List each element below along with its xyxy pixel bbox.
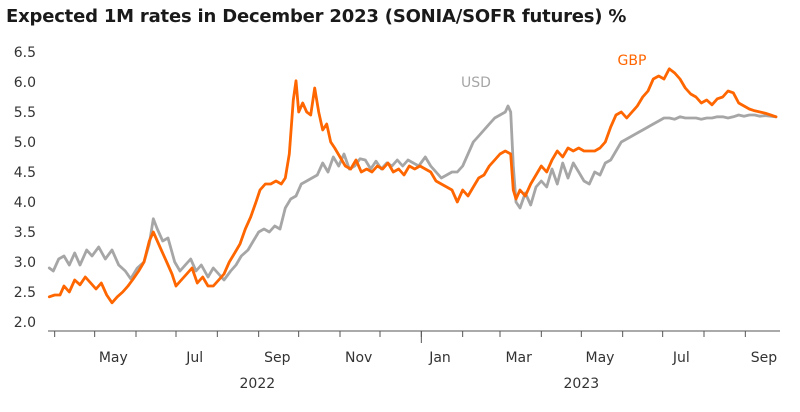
x-tick-label: Sep	[264, 350, 291, 366]
y-tick-label: 6.0	[14, 75, 36, 91]
x-year-label: 2022	[240, 376, 276, 392]
y-tick-label: 5.0	[14, 135, 36, 151]
x-tick-label: Sep	[751, 350, 778, 366]
series-labels: USD GBP	[461, 53, 646, 91]
chart-title: Expected 1M rates in December 2023 (SONI…	[6, 6, 627, 27]
series-line-gbp	[47, 67, 778, 305]
series-label-usd: USD	[461, 75, 491, 91]
y-tick-label: 4.5	[14, 165, 36, 181]
x-tick-label: Mar	[505, 350, 532, 366]
x-tick-label: Jul	[672, 350, 690, 366]
x-tick-label: May	[586, 350, 615, 366]
y-tick-label: 3.0	[14, 255, 36, 271]
x-axis: May Jul Sep Nov Jan Mar May Jul Sep 2022 2023	[48, 330, 780, 392]
y-tick-label: 5.5	[14, 105, 36, 121]
x-tick-label: Nov	[345, 350, 372, 366]
y-tick-label: 6.5	[14, 45, 36, 61]
y-tick-label: 4.0	[14, 195, 36, 211]
x-tick-label: May	[99, 350, 128, 366]
x-tick-label: Jul	[185, 350, 203, 366]
y-axis: 2.0 2.5 3.0 3.5 4.0 4.5 5.0 5.5 6.0 6.5	[14, 45, 36, 331]
series-label-gbp: GBP	[618, 53, 647, 69]
x-year-label: 2023	[564, 376, 600, 392]
y-tick-label: 2.5	[14, 285, 36, 301]
y-tick-label: 2.0	[14, 315, 36, 331]
series-layer	[47, 67, 778, 305]
x-tick-label: Jan	[428, 350, 451, 366]
y-tick-label: 3.5	[14, 225, 36, 241]
series-line-usd	[47, 104, 778, 282]
